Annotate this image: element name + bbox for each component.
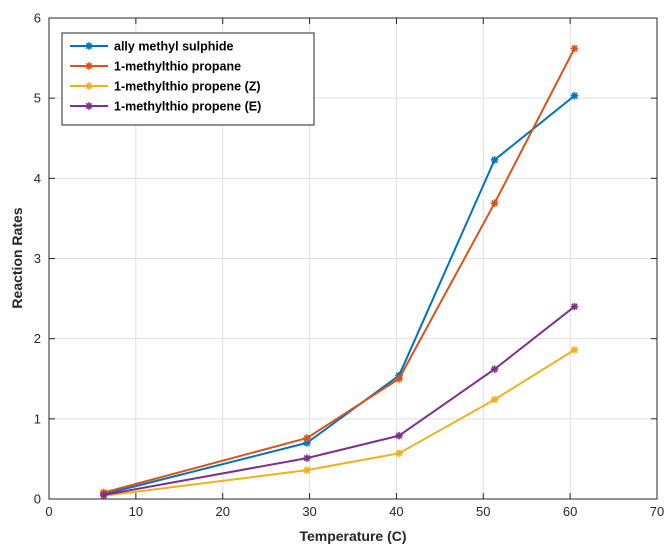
x-tick-label: 10: [129, 504, 143, 519]
data-point-marker: [303, 454, 311, 462]
data-point-marker: [395, 449, 403, 458]
legend-swatch-marker: [85, 42, 93, 50]
legend-label: 1-methylthio propene (E): [114, 100, 261, 114]
legend-item: 1-methylthio propane: [70, 60, 241, 74]
legend-item: 1-methylthio propene (Z): [70, 80, 261, 94]
y-axis-title: Reaction Rates: [9, 207, 25, 308]
series-4: [99, 302, 579, 499]
data-point-marker: [570, 346, 579, 354]
data-point-marker: [570, 302, 579, 311]
y-tick-label: 1: [34, 411, 41, 426]
y-tick-label: 3: [34, 251, 41, 266]
legend-label: ally methyl sulphide: [114, 40, 234, 54]
data-point-marker: [570, 91, 579, 100]
x-tick-label: 50: [476, 504, 490, 519]
legend-swatch-marker: [85, 82, 93, 90]
x-tick-label: 0: [45, 504, 52, 519]
series-layer: [99, 44, 579, 500]
legend-swatch-marker: [85, 62, 93, 70]
y-tick-label: 2: [34, 331, 41, 346]
legend-label: 1-methylthio propene (Z): [114, 80, 261, 94]
data-point-marker: [99, 491, 108, 499]
data-point-marker: [303, 466, 311, 474]
data-point-marker: [490, 199, 499, 207]
axis-ticks: 0 10 20 30 40 50 60 70 0 1 2 3 4 5 6: [34, 11, 664, 520]
data-point-marker: [490, 365, 499, 373]
data-point-marker: [490, 156, 499, 164]
x-tick-label: 70: [650, 504, 664, 519]
legend: ally methyl sulphide 1-methylthio propane…: [61, 32, 315, 126]
data-point-marker: [303, 434, 311, 442]
y-tick-label: 0: [34, 492, 41, 507]
y-tick-label: 4: [34, 171, 41, 186]
y-tick-label: 5: [34, 91, 41, 106]
data-point-marker: [570, 44, 579, 53]
data-point-marker: [395, 374, 403, 383]
x-axis-title: Temperature (C): [299, 528, 406, 544]
data-point-marker: [395, 431, 403, 440]
x-tick-label: 60: [563, 504, 577, 519]
legend-box: [61, 32, 315, 126]
legend-item: 1-methylthio propene (E): [70, 100, 261, 114]
y-tick-label: 6: [34, 11, 41, 26]
x-tick-label: 30: [302, 504, 316, 519]
legend-label: 1-methylthio propane: [114, 60, 241, 74]
legend-swatch-marker: [85, 102, 93, 110]
x-tick-label: 20: [215, 504, 229, 519]
x-tick-label: 40: [389, 504, 403, 519]
legend-item: ally methyl sulphide: [70, 40, 234, 54]
data-point-marker: [490, 395, 499, 404]
